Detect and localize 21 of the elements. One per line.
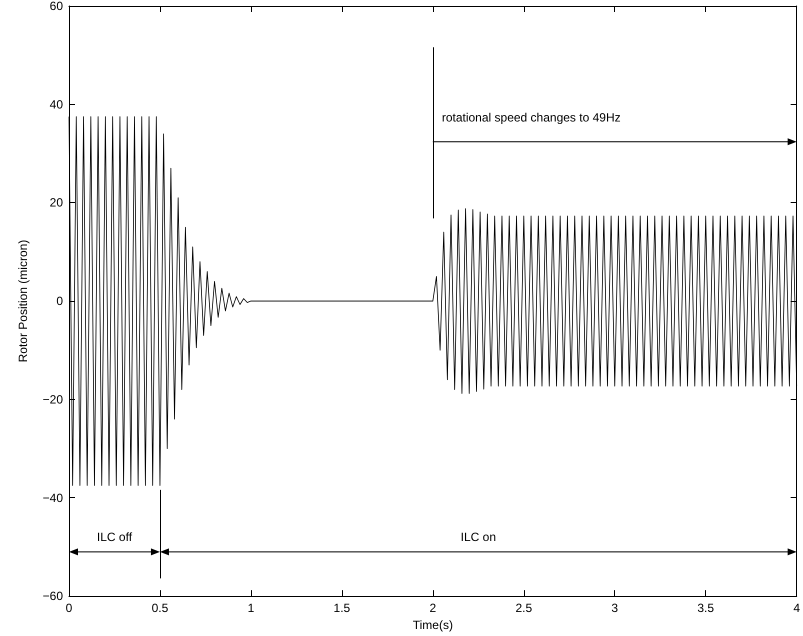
- x-tick-label: 2: [429, 601, 436, 616]
- y-tick-label: −20: [42, 392, 64, 406]
- x-tick-label: 0.5: [152, 601, 169, 616]
- y-tick-label: −40: [42, 490, 64, 505]
- annotation: ILC on: [460, 530, 496, 544]
- x-tick-label: 3.5: [697, 601, 714, 616]
- x-tick-label: 1.5: [334, 601, 351, 616]
- y-tick-label: 40: [50, 97, 64, 112]
- ref-line-label: rotational speed changes to 49Hz: [442, 110, 621, 125]
- x-tick-label: 3: [611, 601, 618, 616]
- y-axis-title: Rotor Position (micron): [16, 240, 30, 362]
- y-tick-label: 60: [50, 0, 64, 13]
- y-tick-label: 20: [50, 196, 64, 210]
- y-tick-label: −60: [42, 589, 64, 604]
- x-tick-label: 4: [793, 601, 800, 616]
- x-tick-label: 1: [248, 601, 255, 616]
- annotation: ILC off: [96, 530, 133, 544]
- x-axis-title: Time(s): [412, 618, 453, 632]
- y-tick-label: 0: [56, 294, 64, 308]
- x-tick-label: 2.5: [515, 601, 532, 616]
- x-tick-label: 0: [66, 601, 73, 616]
